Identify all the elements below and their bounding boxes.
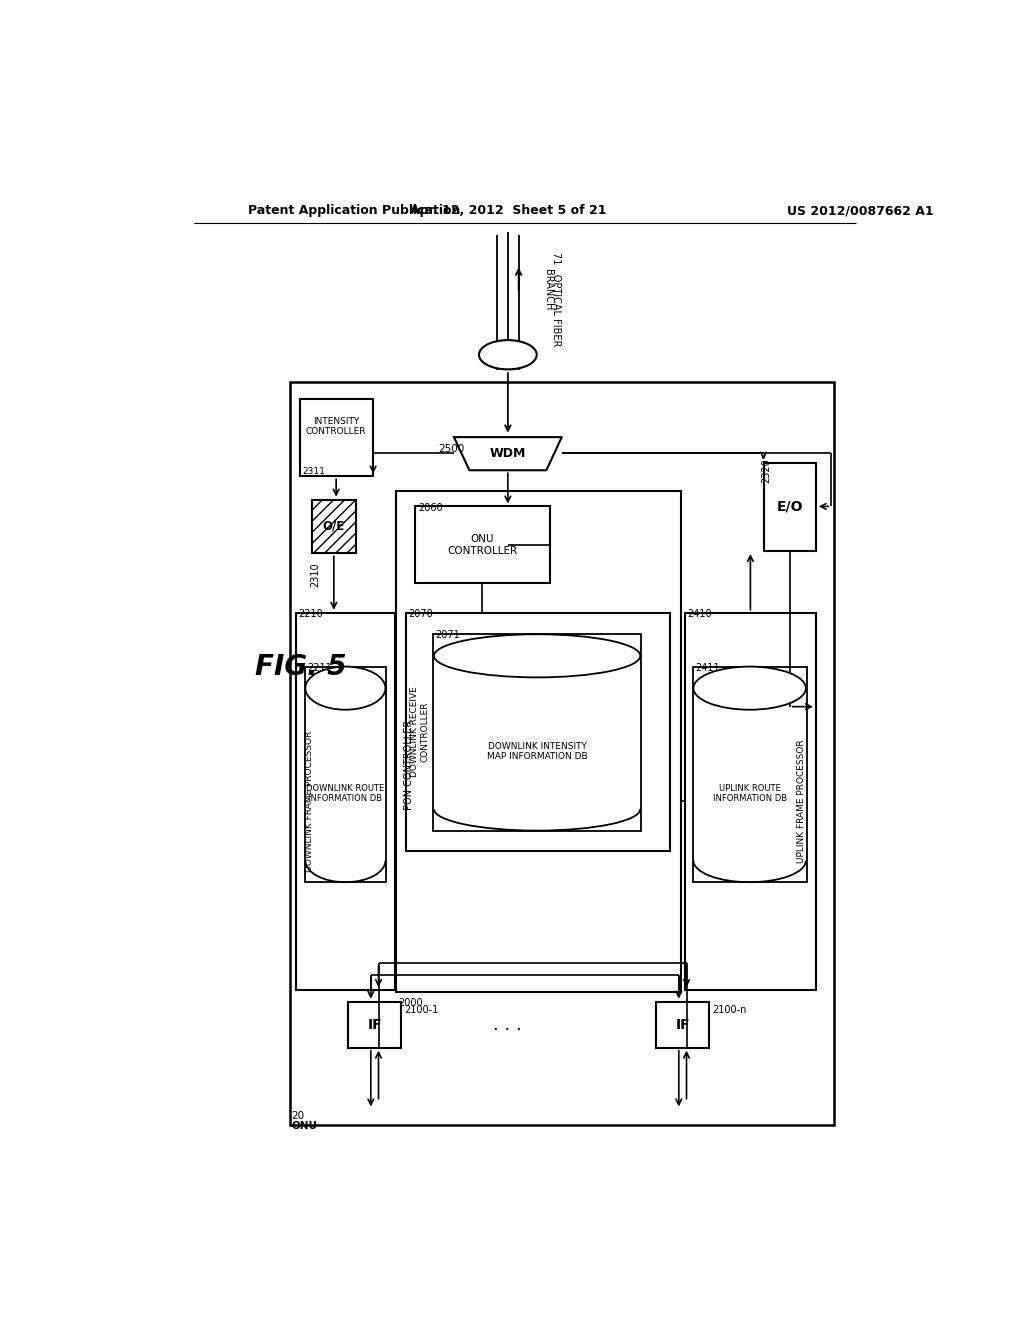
Text: ONU
CONTROLLER: ONU CONTROLLER xyxy=(447,535,517,556)
Text: 2211: 2211 xyxy=(307,663,332,673)
Text: 2410: 2410 xyxy=(687,609,712,619)
Text: Patent Application Publication: Patent Application Publication xyxy=(249,205,461,218)
Bar xyxy=(407,612,670,851)
Text: UPLINK FRAME PROCESSOR: UPLINK FRAME PROCESSOR xyxy=(798,739,807,863)
Text: BRANCH: BRANCH xyxy=(543,268,553,310)
Text: O/E: O/E xyxy=(323,520,345,533)
Text: 2100-1: 2100-1 xyxy=(403,1006,438,1015)
Text: 20: 20 xyxy=(292,1111,304,1121)
Text: US 2012/0087662 A1: US 2012/0087662 A1 xyxy=(787,205,934,218)
Bar xyxy=(296,612,394,990)
Bar xyxy=(304,667,386,882)
Bar xyxy=(433,635,641,830)
Text: 2320: 2320 xyxy=(761,459,771,483)
Text: 2000: 2000 xyxy=(398,998,423,1007)
Text: 71   OPTICAL FIBER: 71 OPTICAL FIBER xyxy=(551,252,561,346)
Text: INTENSITY
CONTROLLER: INTENSITY CONTROLLER xyxy=(306,417,367,436)
Text: DOWNLINK ROUTE
INFORMATION DB: DOWNLINK ROUTE INFORMATION DB xyxy=(306,784,385,804)
Text: Apr. 12, 2012  Sheet 5 of 21: Apr. 12, 2012 Sheet 5 of 21 xyxy=(410,205,606,218)
Text: 2210: 2210 xyxy=(298,609,324,619)
Text: E/O: E/O xyxy=(776,499,803,513)
Text: WDM: WDM xyxy=(489,446,526,459)
Ellipse shape xyxy=(693,667,806,710)
Text: IF: IF xyxy=(676,1018,690,1032)
Bar xyxy=(656,1002,709,1048)
Text: IF: IF xyxy=(368,1018,382,1032)
Text: UPLINK ROUTE
INFORMATION DB: UPLINK ROUTE INFORMATION DB xyxy=(713,784,786,804)
Ellipse shape xyxy=(434,635,640,677)
Bar xyxy=(300,400,373,477)
Text: PON CONTROLLER: PON CONTROLLER xyxy=(404,719,415,809)
Text: 2060: 2060 xyxy=(418,503,442,512)
Polygon shape xyxy=(454,437,562,470)
Text: 2071: 2071 xyxy=(435,631,460,640)
Text: DOWNLINK INTENSITY
MAP INFORMATION DB: DOWNLINK INTENSITY MAP INFORMATION DB xyxy=(486,742,588,762)
Text: 2311: 2311 xyxy=(302,467,326,477)
Text: . . .: . . . xyxy=(494,1015,522,1034)
Bar xyxy=(396,491,681,991)
Bar xyxy=(764,462,816,552)
Text: ONU: ONU xyxy=(292,1121,317,1131)
Text: 2500: 2500 xyxy=(438,444,465,454)
Text: DOWNLINK FRAME PROCESSOR: DOWNLINK FRAME PROCESSOR xyxy=(305,731,314,873)
Bar xyxy=(311,499,356,553)
Bar xyxy=(685,612,816,990)
Text: DOWNLINK RECEIVE
CONTROLLER: DOWNLINK RECEIVE CONTROLLER xyxy=(410,686,429,777)
Text: 2310: 2310 xyxy=(310,562,319,587)
Text: 2100-n: 2100-n xyxy=(712,1006,746,1015)
Ellipse shape xyxy=(305,667,385,710)
Text: FIG. 5: FIG. 5 xyxy=(255,652,347,681)
Bar xyxy=(348,1002,400,1048)
Bar xyxy=(692,667,807,882)
Text: 2411: 2411 xyxy=(695,663,720,673)
Bar xyxy=(416,507,550,583)
Bar xyxy=(290,381,834,1125)
Text: 2070: 2070 xyxy=(409,609,433,619)
Ellipse shape xyxy=(479,341,537,370)
